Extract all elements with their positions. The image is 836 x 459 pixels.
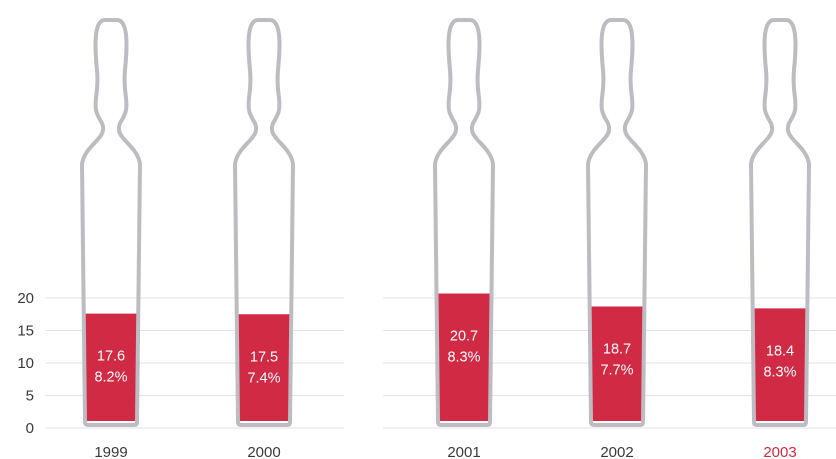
ampoule-2000: 17.5 7.4% <box>233 18 295 427</box>
y-tick-label: 10 <box>17 355 34 372</box>
bar <box>590 306 644 421</box>
bar-value-label: 18.4 <box>766 343 794 359</box>
bar-percent-label: 7.7% <box>600 362 633 378</box>
ampoule-2001: 20.7 8.3% <box>433 18 495 427</box>
ampoule-outline <box>233 18 295 427</box>
x-axis-ticks: 1999 2000 2001 2002 2003 <box>94 444 796 459</box>
y-tick-label: 20 <box>17 290 34 307</box>
x-tick-label: 2002 <box>600 444 633 459</box>
x-tick-label: 2003 <box>763 444 796 459</box>
bar-percent-label: 8.2% <box>94 370 127 386</box>
x-tick-label: 2001 <box>447 444 480 459</box>
ampoule-outline <box>586 18 648 427</box>
ampoule-2002: 18.7 7.7% <box>586 18 648 427</box>
ampoule-outline <box>433 18 495 427</box>
bar-value-label: 17.5 <box>250 349 278 365</box>
bar-value-label: 20.7 <box>450 328 478 344</box>
x-tick-label: 2000 <box>247 444 280 459</box>
bar-percent-label: 8.3% <box>447 349 480 365</box>
ampoule-2003: 18.4 8.3% <box>749 18 811 427</box>
bar-value-label: 18.7 <box>603 341 631 357</box>
y-tick-label: 0 <box>26 420 34 437</box>
bar <box>237 314 291 421</box>
bars: 17.6 8.2% 17.5 7.4% 20.7 8.3% 18.7 7.7% 18.4 8.3% <box>80 18 811 427</box>
y-tick-label: 15 <box>17 323 34 340</box>
y-tick-label: 5 <box>26 388 34 405</box>
bar-value-label: 17.6 <box>97 349 125 365</box>
ampoule-outline <box>80 18 142 427</box>
bar <box>437 293 491 421</box>
bar <box>753 308 807 421</box>
x-tick-label: 1999 <box>94 444 127 459</box>
ampoule-outline <box>749 18 811 427</box>
y-axis-ticks: 0 5 10 15 20 <box>17 290 34 437</box>
bar <box>84 313 138 421</box>
bar-percent-label: 8.3% <box>763 364 796 380</box>
ampoule-1999: 17.6 8.2% <box>80 18 142 427</box>
bar-percent-label: 7.4% <box>247 370 280 386</box>
